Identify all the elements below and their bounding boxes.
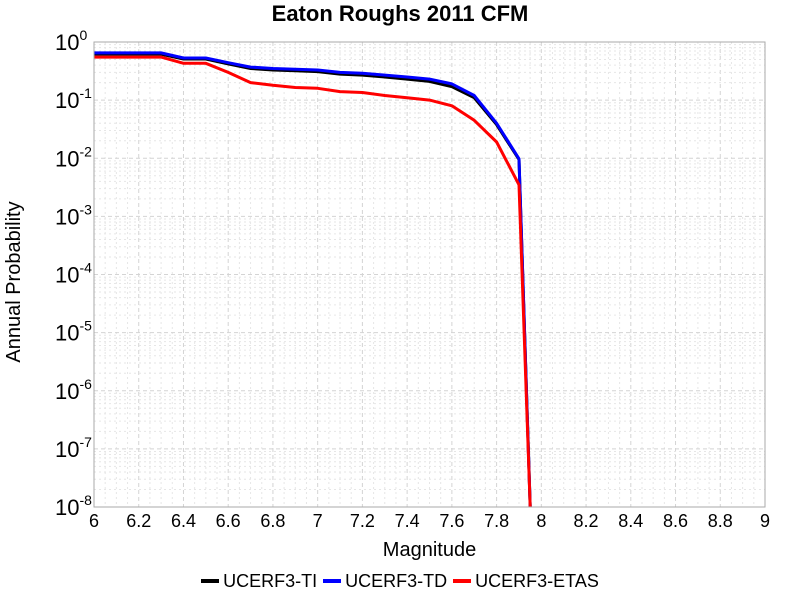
legend-label: UCERF3-ETAS — [475, 570, 599, 591]
legend-item: UCERF3-TI — [201, 571, 317, 592]
x-tick-label: 7 — [313, 511, 323, 531]
x-axis-label: Magnitude — [383, 539, 476, 561]
y-tick-label: 10-1 — [55, 85, 92, 113]
x-tick-label: 7.2 — [350, 511, 375, 531]
x-tick-label: 8.2 — [574, 511, 599, 531]
x-tick-label: 6.4 — [171, 511, 196, 531]
x-tick-label: 7.8 — [484, 511, 509, 531]
chart-title: Eaton Roughs 2011 CFM — [271, 1, 529, 26]
y-tick-label: 10-4 — [55, 260, 92, 288]
series-line-ucerf3-etas — [94, 55, 532, 508]
legend-swatch — [453, 579, 472, 583]
y-tick-label: 10-8 — [55, 492, 92, 520]
plot-background — [94, 42, 765, 507]
y-tick-label: 10-2 — [55, 143, 92, 171]
series-lines — [94, 51, 532, 508]
x-tick-label: 8.4 — [618, 511, 643, 531]
y-tick-labels: 100 10-1 10-2 10-3 10-4 10-5 10-6 10-7 10-8 — [55, 27, 92, 520]
legend-swatch — [323, 579, 342, 583]
x-tick-label: 7.6 — [439, 511, 464, 531]
x-tick-label: 6 — [89, 511, 99, 531]
x-tick-label: 6.8 — [260, 511, 285, 531]
y-tick-label: 10-3 — [55, 201, 92, 229]
legend-item: UCERF3-TD — [323, 571, 447, 592]
y-axis-label: Annual Probability — [3, 201, 25, 362]
x-tick-label: 8.8 — [708, 511, 733, 531]
legend-label: UCERF3-TD — [345, 570, 448, 591]
x-tick-label: 6.2 — [126, 511, 151, 531]
x-tick-labels: 6 6.2 6.4 6.6 6.8 7 7.2 7.4 7.6 7.8 8 8.2 8.4 8.6 8.8 9 — [89, 511, 770, 531]
x-tick-label: 8 — [536, 511, 546, 531]
series-line-ucerf3-td — [94, 51, 532, 508]
y-tick-label: 10-6 — [55, 376, 92, 404]
y-tick-label: 10-5 — [55, 318, 92, 346]
legend: UCERF3-TI UCERF3-TD UCERF3-ETAS — [0, 568, 800, 594]
plot-frame — [93, 41, 766, 508]
x-tick-label: 9 — [760, 511, 770, 531]
legend-item: UCERF3-ETAS — [453, 571, 599, 592]
grid-lines — [93, 42, 766, 508]
y-tick-label: 100 — [55, 27, 87, 55]
legend-label: UCERF3-TI — [223, 570, 318, 591]
y-tick-label: 10-7 — [55, 434, 92, 462]
legend-swatch — [201, 579, 220, 583]
x-tick-label: 7.4 — [395, 511, 420, 531]
x-tick-label: 6.6 — [216, 511, 241, 531]
x-tick-label: 8.6 — [663, 511, 688, 531]
